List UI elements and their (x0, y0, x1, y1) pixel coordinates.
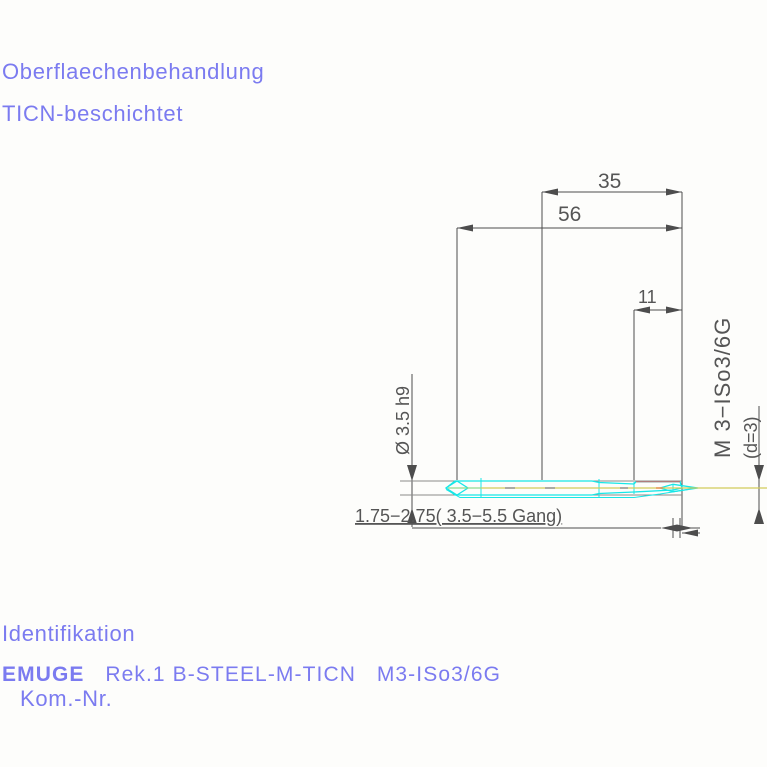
svg-text:35: 35 (598, 170, 621, 193)
svg-text:(d=3): (d=3) (741, 416, 761, 459)
svg-text:11: 11 (638, 287, 657, 307)
svg-text:Ø 3.5 h9: Ø 3.5 h9 (393, 386, 413, 455)
svg-text:1.75−2.75( 3.5−5.5 Gang): 1.75−2.75( 3.5−5.5 Gang) (355, 506, 562, 526)
svg-text:56: 56 (558, 203, 581, 226)
svg-text:M 3−ISo3/6G: M 3−ISo3/6G (710, 317, 735, 458)
